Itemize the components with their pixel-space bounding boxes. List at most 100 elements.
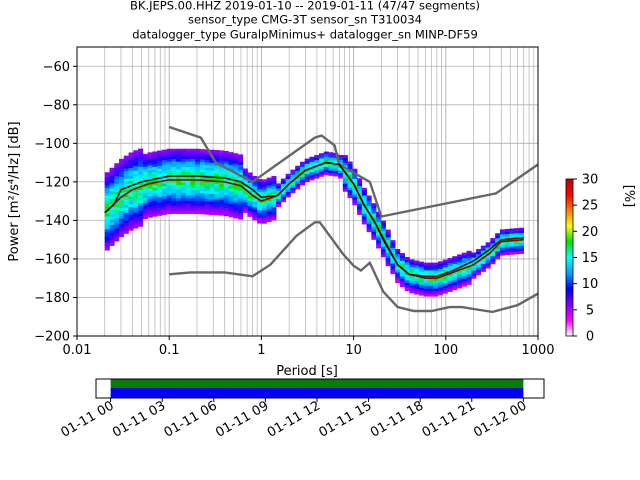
histogram-cell xyxy=(252,186,258,190)
histogram-cell xyxy=(447,263,453,266)
histogram-cell xyxy=(219,192,225,195)
histogram-cell xyxy=(157,212,163,216)
histogram-cell xyxy=(242,181,248,185)
histogram-cell xyxy=(476,264,482,268)
histogram-cell xyxy=(328,167,334,171)
histogram-cell xyxy=(152,195,158,199)
histogram-cell xyxy=(147,160,153,163)
histogram-cell xyxy=(157,192,163,195)
histogram-cell xyxy=(114,225,120,229)
histogram-cell xyxy=(166,185,172,188)
histogram-cell xyxy=(314,167,320,171)
histogram-cell xyxy=(128,194,134,197)
histogram-cell xyxy=(185,190,191,194)
histogram-cell xyxy=(466,263,472,267)
histogram-cell xyxy=(518,248,525,252)
histogram-cell xyxy=(199,185,206,189)
histogram-cell xyxy=(157,171,163,175)
histogram-cell xyxy=(233,213,239,216)
histogram-cell xyxy=(485,244,491,248)
histogram-cell xyxy=(119,184,125,188)
histogram-cell xyxy=(361,219,367,222)
histogram-cell xyxy=(166,161,172,165)
time-tick-label: 01-11 03 xyxy=(110,398,168,440)
histogram-cell xyxy=(180,159,186,162)
histogram-cell xyxy=(404,267,410,271)
histogram-cell xyxy=(166,190,172,194)
histogram-cell xyxy=(399,268,405,272)
histogram-cell xyxy=(495,235,501,239)
histogram-cell xyxy=(423,278,429,281)
histogram-cell xyxy=(133,199,139,203)
histogram-cell xyxy=(466,269,472,272)
histogram-cell xyxy=(119,192,125,196)
histogram-cell xyxy=(166,159,172,162)
histogram-cell xyxy=(128,217,134,221)
histogram-cell xyxy=(376,232,382,236)
histogram-cell xyxy=(433,265,439,268)
histogram-cell xyxy=(185,172,191,175)
histogram-cell xyxy=(180,198,186,201)
histogram-cell xyxy=(138,179,144,183)
histogram-cell xyxy=(280,191,286,195)
histogram-cell xyxy=(395,259,401,263)
histogram-cell xyxy=(128,191,134,195)
histogram-cell xyxy=(133,217,139,221)
histogram-cell xyxy=(271,188,277,192)
histogram-cell xyxy=(219,205,225,208)
histogram-cell xyxy=(104,237,110,241)
histogram-cell xyxy=(423,285,429,289)
histogram-cell xyxy=(176,179,182,183)
histogram-cell xyxy=(471,255,477,258)
histogram-cell xyxy=(214,173,220,177)
histogram-cell xyxy=(376,211,382,215)
histogram-cell xyxy=(328,157,334,161)
histogram-cell xyxy=(176,177,182,181)
histogram-cell xyxy=(490,261,496,265)
histogram-cell xyxy=(514,243,520,247)
histogram-cell xyxy=(161,206,167,210)
histogram-cell xyxy=(119,197,125,201)
histogram-cell xyxy=(104,200,110,204)
histogram-cell xyxy=(433,280,439,284)
histogram-cell xyxy=(418,290,425,294)
histogram-cell xyxy=(190,179,196,183)
histogram-cell xyxy=(352,189,358,193)
histogram-cell xyxy=(399,255,405,259)
histogram-cell xyxy=(119,177,125,180)
histogram-cell xyxy=(304,166,310,170)
histogram-cell xyxy=(119,166,125,170)
histogram-cell xyxy=(371,211,377,214)
histogram-cell xyxy=(119,208,125,212)
histogram-cell xyxy=(195,205,201,209)
histogram-cell xyxy=(228,175,234,179)
histogram-cell xyxy=(119,216,125,219)
histogram-cell xyxy=(252,189,258,192)
histogram-cell xyxy=(357,180,363,184)
histogram-cell xyxy=(299,177,306,181)
histogram-cell xyxy=(161,180,167,184)
histogram-cell xyxy=(114,163,120,167)
histogram-cell xyxy=(333,158,339,161)
histogram-cell xyxy=(171,205,177,209)
histogram-cell xyxy=(171,198,177,201)
histogram-cell xyxy=(161,167,167,171)
histogram-cell xyxy=(161,209,167,213)
histogram-cell xyxy=(371,226,377,230)
x-tick-label: 0.1 xyxy=(159,343,180,358)
histogram-cell xyxy=(123,210,129,214)
histogram-cell xyxy=(380,246,386,250)
histogram-cell xyxy=(338,157,344,161)
histogram-cell xyxy=(328,154,334,158)
histogram-cell xyxy=(414,265,420,269)
histogram-cell xyxy=(271,201,277,205)
histogram-cell xyxy=(114,189,120,193)
title-line-3: datalogger_type GuralpMinimus+ datalogge… xyxy=(132,28,478,42)
histogram-cell xyxy=(114,181,120,185)
histogram-cell xyxy=(133,163,139,167)
histogram-cell xyxy=(480,248,486,252)
histogram-cell xyxy=(142,153,148,157)
histogram-cell xyxy=(147,186,153,189)
histogram-cell xyxy=(318,158,325,162)
histogram-cell xyxy=(180,211,186,214)
